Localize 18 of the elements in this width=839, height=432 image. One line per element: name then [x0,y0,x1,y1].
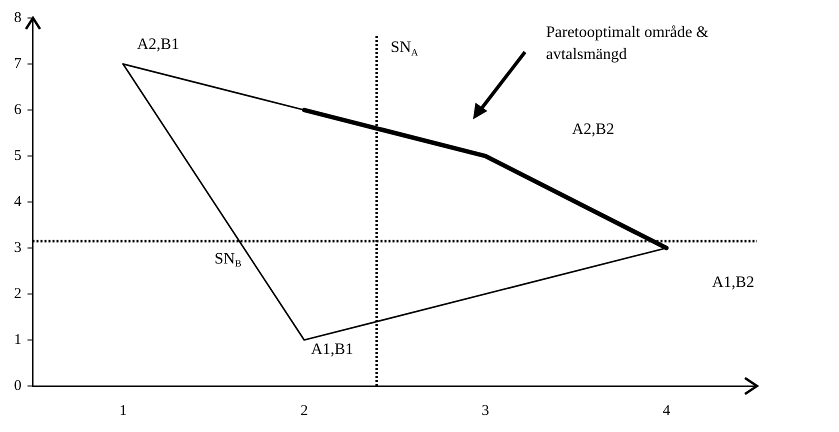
y-tick-label: 6 [14,102,22,118]
annotation: A1,B2 [712,274,754,292]
y-tick-label: 8 [14,10,22,26]
y-tick-label: 4 [14,194,22,210]
y-tick-label: 5 [14,148,22,164]
y-tick-label: 1 [14,332,22,348]
y-tick-label: 2 [14,286,22,302]
y-tick-label: 3 [14,240,22,256]
x-tick-label: 4 [662,402,671,419]
x-tick-label: 2 [300,402,308,419]
y-tick-label: 0 [14,378,22,394]
annotation: Paretooptimalt område & avtalsmängd [546,24,710,64]
annotation: A2,B2 [572,121,614,138]
annotation: A1,B1 [311,341,354,358]
annotation: A2,B1 [137,36,180,54]
x-tick-label: 1 [119,402,127,419]
y-tick-label: 7 [14,56,22,72]
x-tick-label: 3 [482,402,490,419]
